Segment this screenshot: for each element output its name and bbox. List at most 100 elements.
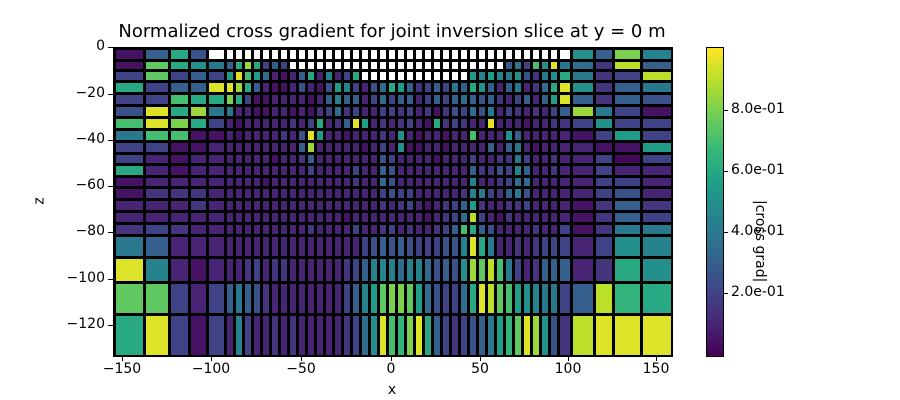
heatmap-cell <box>361 94 368 104</box>
heatmap-cell <box>433 130 440 140</box>
heatmap-cell <box>523 224 530 234</box>
heatmap-cell <box>487 315 494 355</box>
heatmap-cell <box>397 71 404 80</box>
heatmap-cell <box>307 49 314 59</box>
heatmap-cell <box>379 94 386 104</box>
heatmap-cell <box>289 224 296 234</box>
heatmap-cell <box>559 154 570 163</box>
x-tick-mark <box>391 356 392 361</box>
x-tick-label: 100 <box>554 361 582 377</box>
heatmap-cell <box>361 165 368 175</box>
heatmap-cell <box>334 258 341 281</box>
heatmap-cell <box>208 130 224 140</box>
heatmap-cell <box>253 200 260 210</box>
heatmap-cell <box>397 61 404 69</box>
heatmap-cell <box>550 188 557 198</box>
heatmap-cell <box>614 142 640 152</box>
heatmap-cell <box>460 142 467 152</box>
heatmap-cell <box>559 61 570 69</box>
x-tick-label: −50 <box>286 361 316 377</box>
heatmap-cell <box>343 154 350 163</box>
heatmap-cell <box>253 130 260 140</box>
heatmap-cell <box>352 142 359 152</box>
heatmap-cell <box>208 315 224 355</box>
heatmap-cell <box>541 315 548 355</box>
heatmap-cell <box>514 177 521 186</box>
heatmap-cell <box>190 106 206 116</box>
heatmap-cell <box>307 130 314 140</box>
heatmap-cell <box>478 188 485 198</box>
heatmap-cell <box>406 258 413 281</box>
heatmap-cell <box>505 106 512 116</box>
heatmap-cell <box>442 200 449 210</box>
heatmap-cell <box>642 142 671 152</box>
heatmap-cell <box>642 130 671 140</box>
heatmap-cell <box>361 154 368 163</box>
heatmap-cell <box>190 71 206 80</box>
heatmap-cell <box>170 71 188 80</box>
heatmap-cell <box>145 315 168 355</box>
heatmap-cell <box>469 71 476 80</box>
heatmap-cell <box>115 165 143 175</box>
heatmap-cell <box>433 315 440 355</box>
heatmap-cell <box>478 106 485 116</box>
heatmap-cell <box>307 236 314 256</box>
heatmap-cell <box>451 212 458 222</box>
heatmap-cell <box>388 94 395 104</box>
heatmap-cell <box>541 283 548 313</box>
heatmap-cell <box>469 118 476 128</box>
heatmap-cell <box>370 224 377 234</box>
heatmap-cell <box>487 130 494 140</box>
heatmap-cell <box>460 283 467 313</box>
heatmap-cell <box>406 188 413 198</box>
heatmap-cell <box>316 236 323 256</box>
heatmap-cell <box>271 106 278 116</box>
heatmap-cell <box>298 71 305 80</box>
heatmap-cell <box>541 177 548 186</box>
heatmap-cell <box>496 106 503 116</box>
heatmap-cell <box>469 283 476 313</box>
heatmap-cell <box>433 142 440 152</box>
heatmap-cell <box>343 49 350 59</box>
heatmap-cell <box>442 106 449 116</box>
heatmap-cell <box>523 154 530 163</box>
heatmap-cell <box>541 188 548 198</box>
heatmap-cell <box>496 61 503 69</box>
heatmap-cell <box>289 82 296 92</box>
heatmap-cell <box>115 315 143 355</box>
heatmap-cell <box>370 154 377 163</box>
heatmap-cell <box>145 118 168 128</box>
heatmap-cell <box>505 61 512 69</box>
heatmap-cell <box>433 71 440 80</box>
heatmap-cell <box>505 154 512 163</box>
heatmap-cell <box>289 94 296 104</box>
heatmap-cell <box>226 94 233 104</box>
heatmap-cell <box>190 177 206 186</box>
heatmap-cell <box>478 177 485 186</box>
heatmap-cell <box>361 118 368 128</box>
heatmap-cell <box>541 71 548 80</box>
heatmap-cell <box>397 283 404 313</box>
heatmap-cell <box>370 177 377 186</box>
heatmap-cell <box>442 258 449 281</box>
heatmap-cell <box>379 200 386 210</box>
heatmap-cell <box>460 200 467 210</box>
heatmap-cell <box>505 258 512 281</box>
heatmap-cell <box>415 212 422 222</box>
heatmap-cell <box>559 82 570 92</box>
heatmap-cell <box>523 71 530 80</box>
heatmap-cell <box>361 82 368 92</box>
heatmap-cell <box>379 82 386 92</box>
heatmap-cell <box>451 154 458 163</box>
heatmap-cell <box>262 177 269 186</box>
heatmap-cell <box>572 94 593 104</box>
y-tick-mark <box>108 47 113 48</box>
heatmap-cell <box>253 118 260 128</box>
heatmap-cell <box>572 200 593 210</box>
heatmap-cell <box>559 315 570 355</box>
heatmap-cell <box>190 315 206 355</box>
heatmap-cell <box>307 154 314 163</box>
heatmap-cell <box>478 165 485 175</box>
heatmap-cell <box>352 71 359 80</box>
heatmap-cell <box>424 49 431 59</box>
